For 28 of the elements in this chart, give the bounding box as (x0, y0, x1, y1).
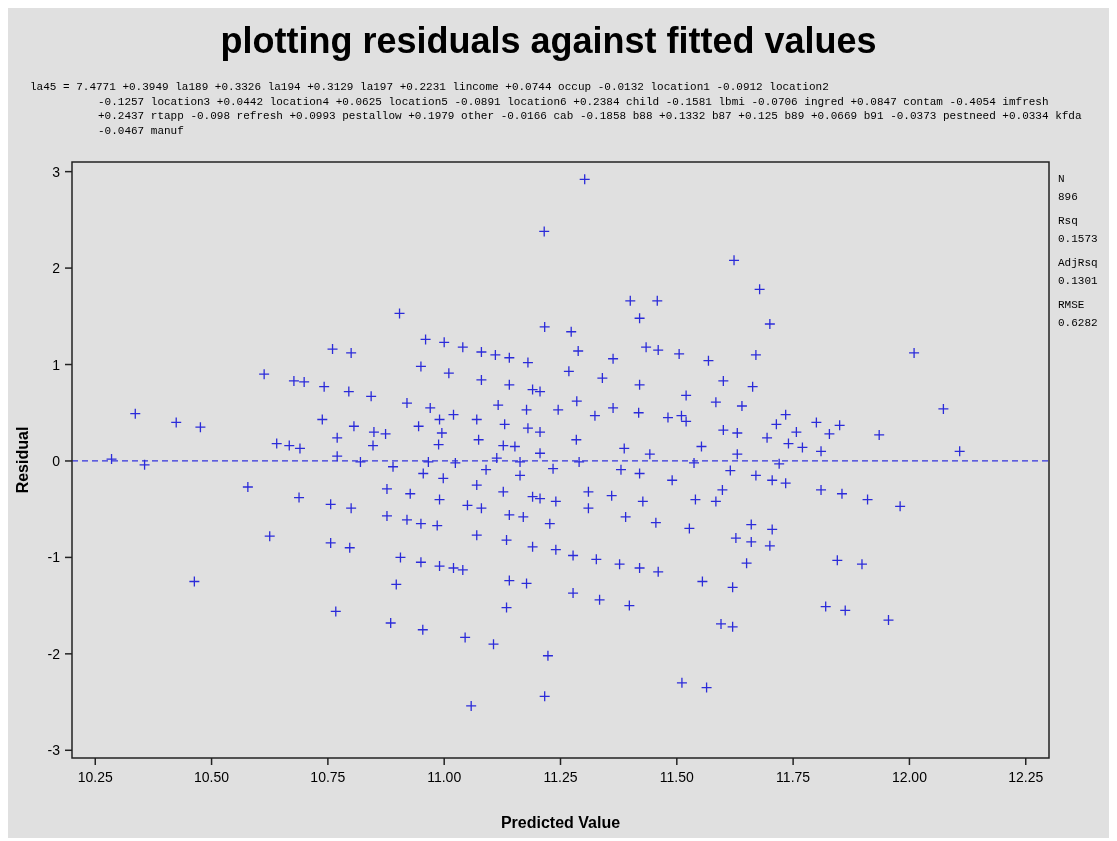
y-tick-label: 2 (52, 260, 61, 277)
y-tick-label: 0 (52, 452, 61, 469)
x-tick-label: 12.00 (891, 769, 928, 785)
y-tick-label: 1 (52, 356, 61, 373)
chart-title: plotting residuals against fitted values (220, 20, 877, 61)
x-axis-title: Predicted Value (500, 814, 621, 831)
text: 0.1573 (1058, 233, 1098, 245)
y-tick-label: -1 (47, 549, 61, 566)
x-tick-label: 11.25 (543, 769, 578, 785)
text: 896 (1058, 191, 1078, 203)
y-tick-label: 3 (52, 163, 61, 180)
y-axis-title: Residual (14, 426, 31, 494)
text: 0.6282 (1058, 317, 1098, 329)
x-tick-label: 11.75 (776, 769, 811, 785)
x-tick-label: 10.25 (77, 769, 113, 785)
x-tick-label: 11.50 (659, 769, 695, 785)
text: 0.1301 (1058, 275, 1099, 287)
equation-text: la45 = 7.4771 +0.3949 la189 +0.3326 la194 +0.3129 la197 +0.2231 lincome +0.0744 occup -0.0132 location1 -0.0912 location2 -0.1257 location3 +0.0442 location4 +0.0625 location5 -0.0891 location6 +0.2384 child -0.1581 lbmi -0.0706 ingred +0.0847 contam -0.4054 imfresh +0.2437 rtapp -0.098 refresh +0.0993 pestallow +0.1979 other -0.0166 cab -0.1858 b88 +0.1332 b87 +0.125 b89 +0.0669 b91 -0.0373 pestneed +0.0334 kfda -0.0467 manuf (30, 81, 1082, 137)
text: AdjRsq (1058, 257, 1098, 269)
x-tick-label: 11.00 (427, 769, 462, 785)
y-tick-label: -2 (47, 645, 61, 662)
x-tick-label: 10.75 (310, 769, 346, 785)
text: Rsq (1058, 215, 1078, 227)
x-tick-label: 10.50 (194, 769, 230, 785)
x-tick-label: 12.25 (1008, 769, 1044, 785)
text: N (1058, 173, 1065, 185)
y-tick-label: -3 (47, 742, 61, 759)
text: RMSE (1058, 299, 1085, 311)
